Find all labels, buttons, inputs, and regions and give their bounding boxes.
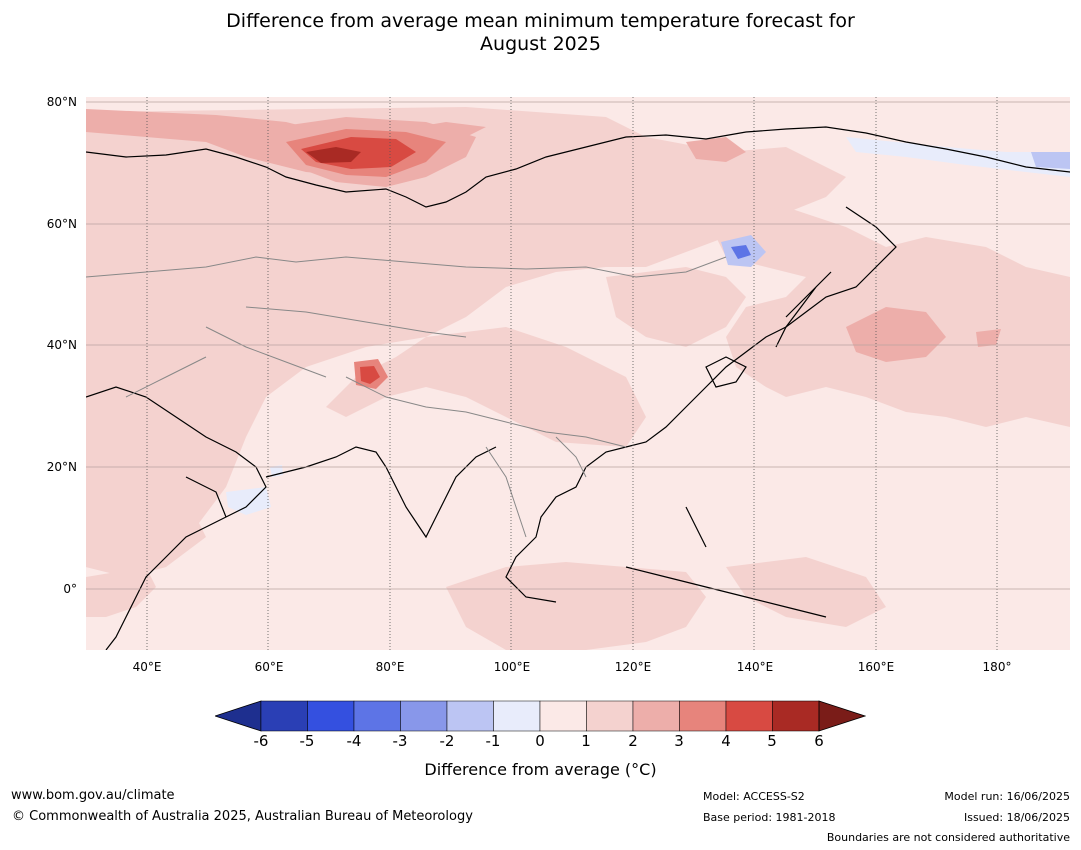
- colorbar-tick: 0: [535, 732, 545, 750]
- map-canvas: [86, 97, 1070, 650]
- colorbar-tick: 6: [814, 732, 824, 750]
- lon-label-40e: 40°E: [132, 660, 162, 674]
- chart-title: Difference from average mean minimum tem…: [0, 10, 1081, 56]
- lon-label-160e: 160°E: [857, 660, 895, 674]
- colorbar-extend-high: [818, 700, 867, 732]
- colorbar-cell: [632, 700, 680, 732]
- colorbar-cell: [725, 700, 773, 732]
- colorbar-cell: [400, 700, 448, 732]
- colorbar-tick: -2: [439, 732, 455, 750]
- forecast-map: [86, 97, 1070, 650]
- lat-label-0: 0°: [63, 582, 77, 596]
- colorbar-cell: [446, 700, 494, 732]
- colorbar-cell: [353, 700, 401, 732]
- website-link[interactable]: www.bom.gov.au/climate: [11, 788, 175, 803]
- colorbar-svg: [213, 700, 867, 732]
- lon-label-80e: 80°E: [375, 660, 405, 674]
- model-run: Model run: 16/06/2025: [944, 790, 1070, 803]
- colorbar-tick: -3: [392, 732, 408, 750]
- colorbar-tick: -1: [485, 732, 501, 750]
- boundaries-note: Boundaries are not considered authoritat…: [826, 831, 1070, 844]
- lat-label-60n: 60°N: [46, 217, 77, 231]
- colorbar-tick: -4: [346, 732, 362, 750]
- colorbar-cell: [307, 700, 355, 732]
- anomaly-5-6: [306, 147, 361, 163]
- colorbar-cell: [679, 700, 727, 732]
- colorbar-tick: 1: [581, 732, 591, 750]
- lon-label-100e: 100°E: [493, 660, 531, 674]
- colorbar-cell: [586, 700, 634, 732]
- colorbar: [213, 700, 867, 732]
- lat-label-20n: 20°N: [46, 460, 77, 474]
- colorbar-tick: 2: [628, 732, 638, 750]
- colorbar-extend-low: [213, 700, 262, 732]
- colorbar-label: Difference from average (°C): [424, 760, 657, 779]
- colorbar-cell: [260, 700, 308, 732]
- lon-label-120e: 120°E: [614, 660, 652, 674]
- copyright-text: © Commonwealth of Australia 2025, Austra…: [12, 809, 473, 824]
- colorbar-tick: 5: [767, 732, 777, 750]
- lat-label-80n: 80°N: [46, 95, 77, 109]
- colorbar-cell: [772, 700, 820, 732]
- colorbar-tick: 3: [674, 732, 684, 750]
- latitude-lines: [86, 101, 1070, 590]
- graticule: [146, 97, 998, 650]
- colorbar-tick: 4: [721, 732, 731, 750]
- colorbar-cell: [539, 700, 587, 732]
- lat-label-40n: 40°N: [46, 338, 77, 352]
- colorbar-tick: -6: [253, 732, 269, 750]
- colorbar-tick: -5: [299, 732, 315, 750]
- model-name: Model: ACCESS-S2: [703, 790, 805, 803]
- lon-label-140e: 140°E: [736, 660, 774, 674]
- country-borders: [86, 256, 727, 538]
- title-line-1: Difference from average mean minimum tem…: [226, 10, 855, 32]
- issued-date: Issued: 18/06/2025: [963, 811, 1070, 824]
- base-period: Base period: 1981-2018: [703, 811, 836, 824]
- coastlines: [86, 126, 1070, 650]
- lon-label-180: 180°: [982, 660, 1012, 674]
- lon-label-60e: 60°E: [254, 660, 284, 674]
- colorbar-cell: [493, 700, 541, 732]
- title-line-2: August 2025: [480, 33, 601, 55]
